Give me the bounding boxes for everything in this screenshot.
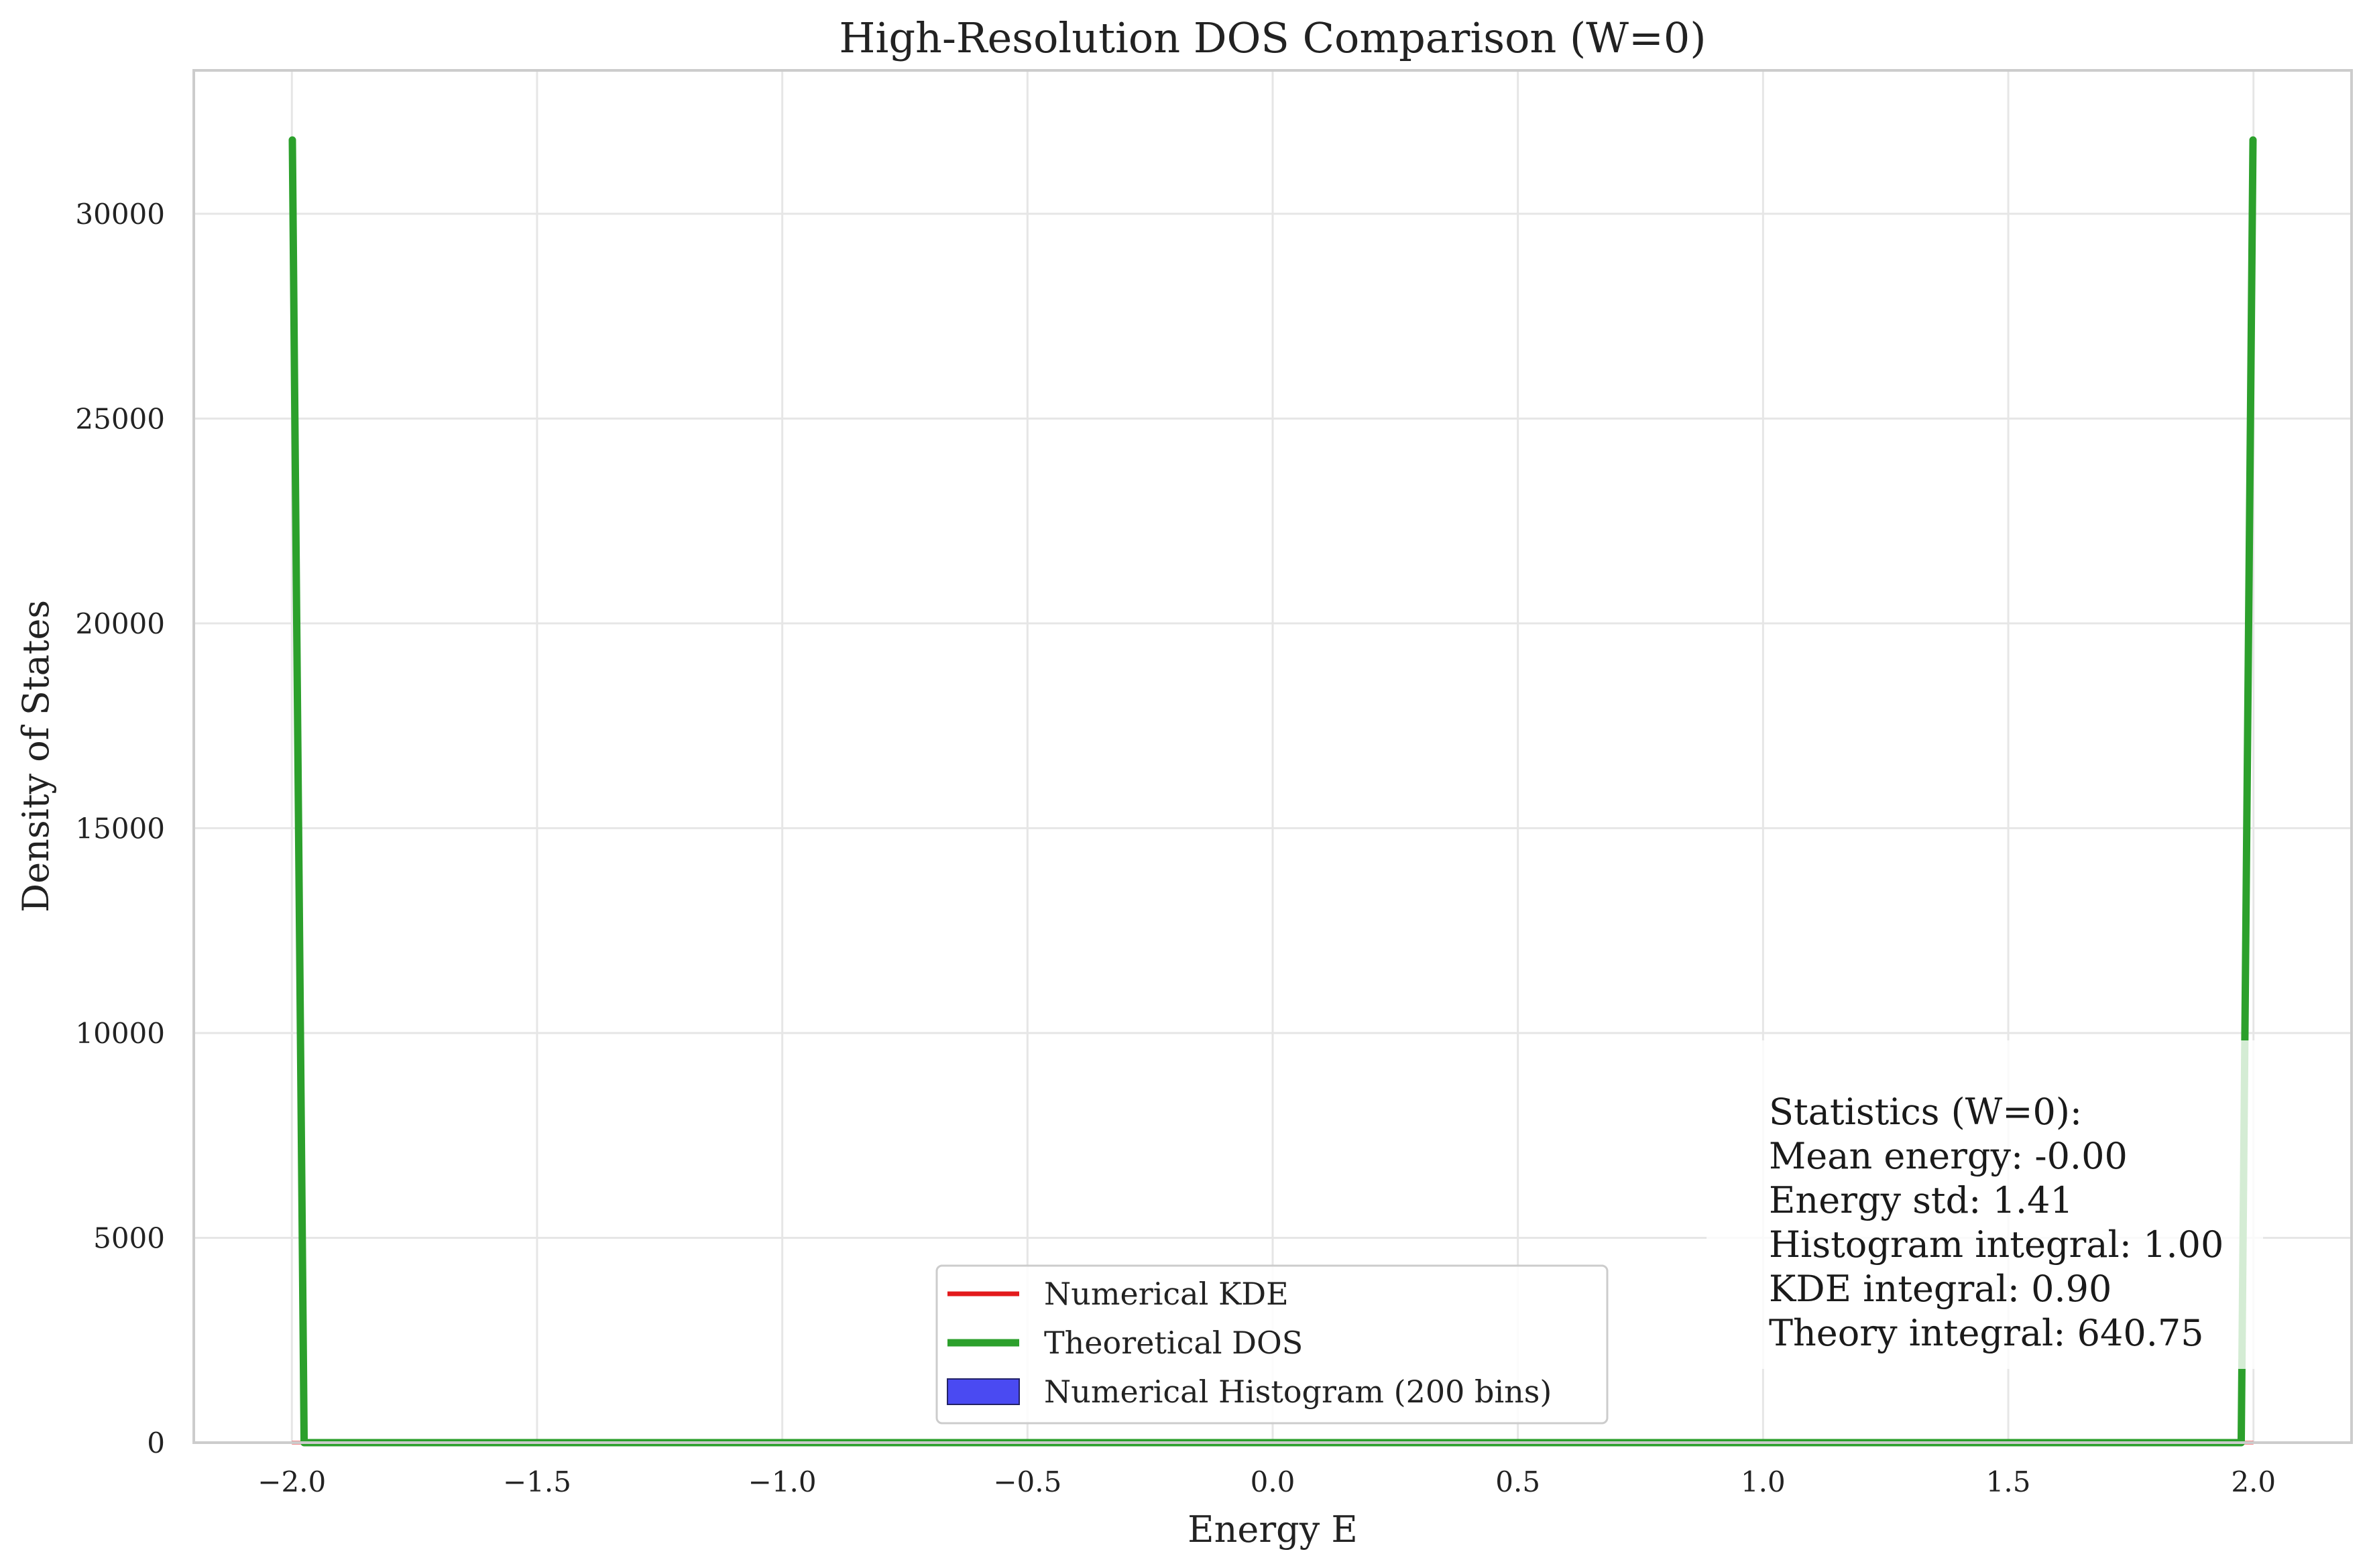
y-axis-ticks: 0 5000 10000 15000 20000 25000 30000 bbox=[75, 198, 165, 1459]
stats-line-title: Statistics (W=0): bbox=[1769, 1091, 2082, 1133]
x-tick-label: 2.0 bbox=[2231, 1465, 2276, 1498]
x-axis-ticks: −2.0 −1.5 −1.0 −0.5 0.0 0.5 1.0 1.5 2.0 bbox=[257, 1465, 2276, 1498]
legend-histogram-label: Numerical Histogram (200 bins) bbox=[1044, 1374, 1552, 1410]
x-tick-label: 1.0 bbox=[1741, 1465, 1786, 1498]
statistics-box-background bbox=[1707, 1040, 2263, 1369]
stats-line-hist-integral: Histogram integral: 1.00 bbox=[1769, 1223, 2223, 1266]
y-tick-label: 0 bbox=[147, 1427, 165, 1459]
legend-box bbox=[935, 1264, 1609, 1425]
y-tick-label: 25000 bbox=[75, 402, 165, 435]
y-tick-label: 30000 bbox=[75, 198, 165, 231]
x-tick-label: 1.5 bbox=[1986, 1465, 2031, 1498]
stats-line-kde-integral: KDE integral: 0.90 bbox=[1769, 1268, 2112, 1310]
x-tick-label: −2.0 bbox=[257, 1465, 326, 1498]
plot-frame bbox=[192, 69, 2353, 1444]
y-tick-label: 20000 bbox=[75, 607, 165, 640]
x-tick-label: 0.0 bbox=[1251, 1465, 1295, 1498]
legend: Numerical KDE Theoretical DOS Numerical … bbox=[935, 1264, 1609, 1425]
y-axis-label: Density of States bbox=[15, 600, 57, 912]
y-tick-label: 15000 bbox=[75, 812, 165, 845]
x-axis-label: Energy E bbox=[1188, 1508, 1358, 1551]
y-tick-label: 10000 bbox=[75, 1017, 165, 1050]
x-tick-label: −1.5 bbox=[503, 1465, 571, 1498]
legend-kde-label: Numerical KDE bbox=[1044, 1276, 1289, 1312]
stats-line-mean: Mean energy: -0.00 bbox=[1769, 1135, 2128, 1177]
stats-line-theory-integral: Theory integral: 640.75 bbox=[1769, 1312, 2204, 1354]
x-tick-label: −1.0 bbox=[748, 1465, 817, 1498]
x-tick-label: 0.5 bbox=[1495, 1465, 1540, 1498]
stats-line-std: Energy std: 1.41 bbox=[1769, 1179, 2073, 1221]
chart-title: High-Resolution DOS Comparison (W=0) bbox=[839, 13, 1706, 62]
statistics-box: Statistics (W=0): Mean energy: -0.00 Ene… bbox=[1707, 1040, 2263, 1369]
legend-theory-label: Theoretical DOS bbox=[1044, 1325, 1303, 1361]
y-tick-label: 5000 bbox=[93, 1221, 165, 1254]
x-tick-label: −0.5 bbox=[993, 1465, 1061, 1498]
legend-histogram-swatch bbox=[947, 1378, 1020, 1405]
